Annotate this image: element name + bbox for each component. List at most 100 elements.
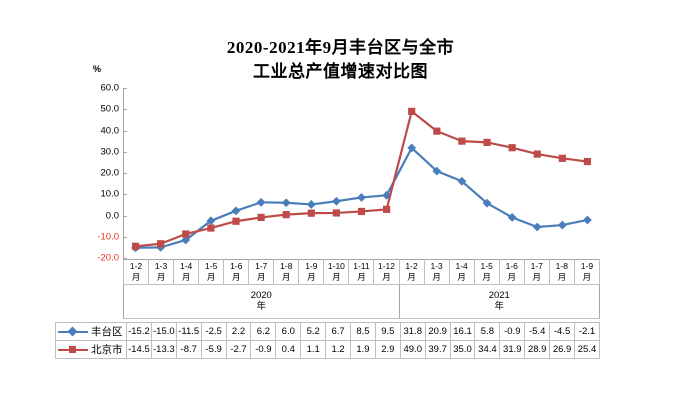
data-value-cell: 9.5 — [374, 322, 401, 341]
y-axis-tick-mark — [123, 215, 127, 217]
data-value-cell: -0.9 — [250, 340, 277, 359]
data-value-cell: 2.2 — [225, 322, 252, 341]
legend-entry-北京市[interactable]: 北京市 — [55, 340, 127, 359]
series-marker — [432, 166, 442, 176]
data-value-cell: 1.2 — [325, 340, 352, 359]
series-marker — [281, 198, 291, 208]
series-marker — [157, 240, 165, 248]
x-axis-category-cell: 1-2 月 — [398, 259, 425, 285]
table-row: 北京市 -14.5 -13.3 -8.7 -5.9 -2.7 -0.9 0.4 1.1 1.2 1.… — [55, 340, 600, 359]
series-marker — [533, 150, 541, 158]
chart-title-line1: 2020-2021年9月丰台区与全市 — [226, 38, 455, 57]
series-marker — [408, 107, 416, 115]
data-value-cell: -8.7 — [175, 340, 202, 359]
y-axis-tick-mark — [123, 194, 127, 196]
series-marker — [532, 222, 542, 232]
x-axis-category-cell: 1-4 月 — [173, 259, 200, 285]
data-value-cell: -2.5 — [200, 322, 227, 341]
x-axis-category-cell: 1-3 月 — [423, 259, 450, 285]
data-value-cell: 28.9 — [524, 340, 551, 359]
y-axis-tick-label: 60.0 — [100, 82, 120, 94]
series-marker — [557, 220, 567, 230]
x-axis-category-cell: 1-9 月 — [573, 259, 601, 285]
series-marker — [282, 211, 290, 219]
series-marker — [357, 193, 366, 202]
series-marker — [558, 154, 566, 162]
y-axis-tick-label: 50.0 — [100, 103, 120, 115]
x-axis-category-cell: 1-6 月 — [223, 259, 250, 285]
y-axis-tick-mark — [123, 258, 127, 259]
data-value-cell: -11.5 — [175, 322, 202, 341]
series-marker — [458, 137, 466, 145]
legend-square-marker-icon — [58, 345, 88, 355]
data-value-cell: 25.4 — [574, 340, 600, 359]
series-marker — [331, 196, 341, 206]
x-axis-category-cell: 1-7 月 — [248, 259, 275, 285]
series-北京市 — [131, 107, 592, 250]
legend-entry-丰台区[interactable]: 丰台区 — [55, 322, 127, 341]
data-value-cell: 1.1 — [300, 340, 327, 359]
series-marker — [433, 127, 441, 135]
data-value-cell: 31.8 — [399, 322, 426, 341]
data-value-cell: 16.1 — [449, 322, 476, 341]
series-marker — [207, 224, 215, 232]
y-axis-tick-label: -20.0 — [97, 252, 119, 264]
data-value-cell: 5.2 — [300, 322, 327, 341]
data-value-cell: 0.4 — [275, 340, 302, 359]
series-marker — [483, 138, 491, 146]
y-axis-tick-mark — [123, 151, 127, 153]
series-marker — [583, 157, 592, 166]
series-marker — [232, 217, 240, 225]
data-value-cell: 35.0 — [449, 340, 476, 359]
y-axis-tick-mark — [123, 109, 127, 111]
y-axis-tick-mark — [123, 173, 127, 174]
data-value-cell: -2.7 — [225, 340, 252, 359]
data-value-cell: 26.9 — [549, 340, 576, 359]
data-value-cell: 6.7 — [325, 322, 352, 341]
series-marker — [583, 215, 592, 225]
y-axis-tick-label: -10.0 — [97, 231, 119, 243]
data-value-cell: 20.9 — [424, 322, 451, 341]
data-value-cell: -5.4 — [524, 322, 551, 341]
x-axis-category-cell: 1-5 月 — [198, 259, 225, 285]
data-value-cell: -2.1 — [574, 322, 600, 341]
x-axis-category-cell: 1-9 月 — [298, 259, 325, 285]
data-value-cell: -14.5 — [126, 340, 152, 359]
series-marker — [256, 197, 266, 207]
series-丰台区 — [131, 143, 592, 253]
data-value-cell: -15.0 — [150, 322, 177, 341]
chart-title: 2020-2021年9月丰台区与全市 工业总产值增速对比图 — [0, 36, 681, 84]
y-axis-tick-label: 20.0 — [100, 167, 120, 179]
data-value-cell: 2.9 — [374, 340, 401, 359]
legend-label: 丰台区 — [91, 326, 123, 338]
x-axis-category-table: 1-2 月 1-3 月 1-4 月 1-5 月 1-6 月 1-7 月 1-8 月 1-9 月 1-10 月 1-1… — [122, 259, 601, 319]
series-marker — [482, 198, 492, 208]
legend-label: 北京市 — [91, 344, 123, 356]
series-marker — [206, 216, 216, 226]
data-value-cell: 31.9 — [499, 340, 526, 359]
series-marker — [457, 176, 467, 186]
series-marker — [332, 209, 340, 217]
data-value-cell: 8.5 — [350, 322, 376, 341]
data-value-cell: 34.4 — [474, 340, 501, 359]
x-axis-category-cell: 1-11 月 — [348, 259, 375, 285]
data-value-cell: -15.2 — [126, 322, 152, 341]
series-marker — [182, 230, 190, 238]
x-axis-category-cell: 1-7 月 — [523, 259, 550, 285]
y-axis-tick-label: 30.0 — [100, 146, 120, 158]
y-axis-tick-label: 10.0 — [100, 188, 120, 200]
y-axis-labels: 60.0 50.0 40.0 30.0 20.0 10.0 0.0 -10.0 -20.0 — [75, 83, 120, 264]
x-axis-label-row: 1-2 月 1-3 月 1-4 月 1-5 月 1-6 月 1-7 月 1-8 月 1-9 月 1-10 月 1-1… — [122, 259, 601, 285]
y-axis-tick-mark — [123, 88, 127, 89]
data-value-cell: 1.9 — [350, 340, 376, 359]
y-axis-tick-mark — [123, 130, 127, 132]
legend-diamond-marker-icon — [58, 326, 88, 337]
series-marker — [508, 144, 516, 152]
x-axis-category-cell: 1-3 月 — [148, 259, 175, 285]
series-marker — [306, 200, 316, 209]
series-marker — [357, 207, 366, 216]
x-axis-year-group-cell: 2021 年 — [398, 284, 601, 319]
x-axis-year-row: 2020 年 2021 年 — [123, 284, 601, 319]
data-value-cell: 49.0 — [399, 340, 426, 359]
series-marker — [507, 213, 517, 222]
